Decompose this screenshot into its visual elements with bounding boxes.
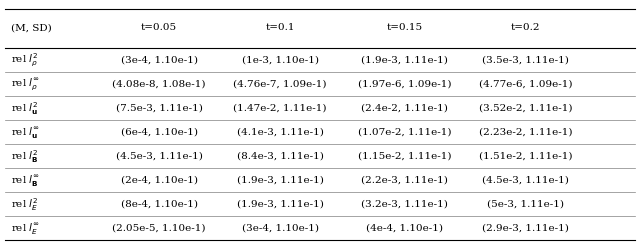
Text: (1.9e-3, 1.11e-1): (1.9e-3, 1.11e-1)	[237, 200, 324, 209]
Text: (3e-4, 1.10e-1): (3e-4, 1.10e-1)	[120, 56, 198, 65]
Text: (2.9e-3, 1.11e-1): (2.9e-3, 1.11e-1)	[482, 224, 569, 233]
Text: (4.08e-8, 1.08e-1): (4.08e-8, 1.08e-1)	[113, 80, 206, 89]
Text: (2.23e-2, 1.11e-1): (2.23e-2, 1.11e-1)	[479, 128, 572, 137]
Text: rel $l_{\mathbf{B}}^{\infty}$: rel $l_{\mathbf{B}}^{\infty}$	[11, 173, 40, 188]
Text: (2e-4, 1.10e-1): (2e-4, 1.10e-1)	[120, 176, 198, 185]
Text: rel $l_{\mathbf{u}}^{\infty}$: rel $l_{\mathbf{u}}^{\infty}$	[11, 125, 40, 140]
Text: (4.1e-3, 1.11e-1): (4.1e-3, 1.11e-1)	[237, 128, 324, 137]
Text: t=0.2: t=0.2	[511, 23, 540, 32]
Text: t=0.1: t=0.1	[266, 23, 295, 32]
Text: rel $l_{\rho}^{2}$: rel $l_{\rho}^{2}$	[11, 52, 38, 69]
Text: (1.15e-2, 1.11e-1): (1.15e-2, 1.11e-1)	[358, 152, 451, 161]
Text: (2.05e-5, 1.10e-1): (2.05e-5, 1.10e-1)	[113, 224, 206, 233]
Text: t=0.05: t=0.05	[141, 23, 177, 32]
Text: (3.5e-3, 1.11e-1): (3.5e-3, 1.11e-1)	[482, 56, 569, 65]
Text: (1e-3, 1.10e-1): (1e-3, 1.10e-1)	[242, 56, 319, 65]
Text: (6e-4, 1.10e-1): (6e-4, 1.10e-1)	[120, 128, 198, 137]
Text: (4.77e-6, 1.09e-1): (4.77e-6, 1.09e-1)	[479, 80, 572, 89]
Text: (1.47e-2, 1.11e-1): (1.47e-2, 1.11e-1)	[234, 104, 327, 113]
Text: (2.2e-3, 1.11e-1): (2.2e-3, 1.11e-1)	[361, 176, 448, 185]
Text: (1.9e-3, 1.11e-1): (1.9e-3, 1.11e-1)	[237, 176, 324, 185]
Text: (4.5e-3, 1.11e-1): (4.5e-3, 1.11e-1)	[482, 176, 569, 185]
Text: rel $l_{\mathbf{B}}^{2}$: rel $l_{\mathbf{B}}^{2}$	[11, 148, 38, 165]
Text: t=0.15: t=0.15	[387, 23, 422, 32]
Text: (8.4e-3, 1.11e-1): (8.4e-3, 1.11e-1)	[237, 152, 324, 161]
Text: (4.76e-7, 1.09e-1): (4.76e-7, 1.09e-1)	[234, 80, 327, 89]
Text: (1.97e-6, 1.09e-1): (1.97e-6, 1.09e-1)	[358, 80, 451, 89]
Text: rel $l_{\mathbf{u}}^{2}$: rel $l_{\mathbf{u}}^{2}$	[11, 100, 38, 117]
Text: (M, SD): (M, SD)	[11, 23, 52, 32]
Text: (5e-3, 1.11e-1): (5e-3, 1.11e-1)	[487, 200, 564, 209]
Text: (4e-4, 1.10e-1): (4e-4, 1.10e-1)	[366, 224, 443, 233]
Text: (2.4e-2, 1.11e-1): (2.4e-2, 1.11e-1)	[361, 104, 448, 113]
Text: (1.51e-2, 1.11e-1): (1.51e-2, 1.11e-1)	[479, 152, 572, 161]
Text: rel $l_{E}^{2}$: rel $l_{E}^{2}$	[11, 196, 38, 213]
Text: (1.9e-3, 1.11e-1): (1.9e-3, 1.11e-1)	[361, 56, 448, 65]
Text: rel $l_{E}^{\infty}$: rel $l_{E}^{\infty}$	[11, 221, 40, 236]
Text: (1.07e-2, 1.11e-1): (1.07e-2, 1.11e-1)	[358, 128, 451, 137]
Text: (3.52e-2, 1.11e-1): (3.52e-2, 1.11e-1)	[479, 104, 572, 113]
Text: (8e-4, 1.10e-1): (8e-4, 1.10e-1)	[120, 200, 198, 209]
Text: (3e-4, 1.10e-1): (3e-4, 1.10e-1)	[242, 224, 319, 233]
Text: (3.2e-3, 1.11e-1): (3.2e-3, 1.11e-1)	[361, 200, 448, 209]
Text: (4.5e-3, 1.11e-1): (4.5e-3, 1.11e-1)	[116, 152, 202, 161]
Text: rel $l_{\rho}^{\infty}$: rel $l_{\rho}^{\infty}$	[11, 77, 40, 92]
Text: (7.5e-3, 1.11e-1): (7.5e-3, 1.11e-1)	[116, 104, 202, 113]
